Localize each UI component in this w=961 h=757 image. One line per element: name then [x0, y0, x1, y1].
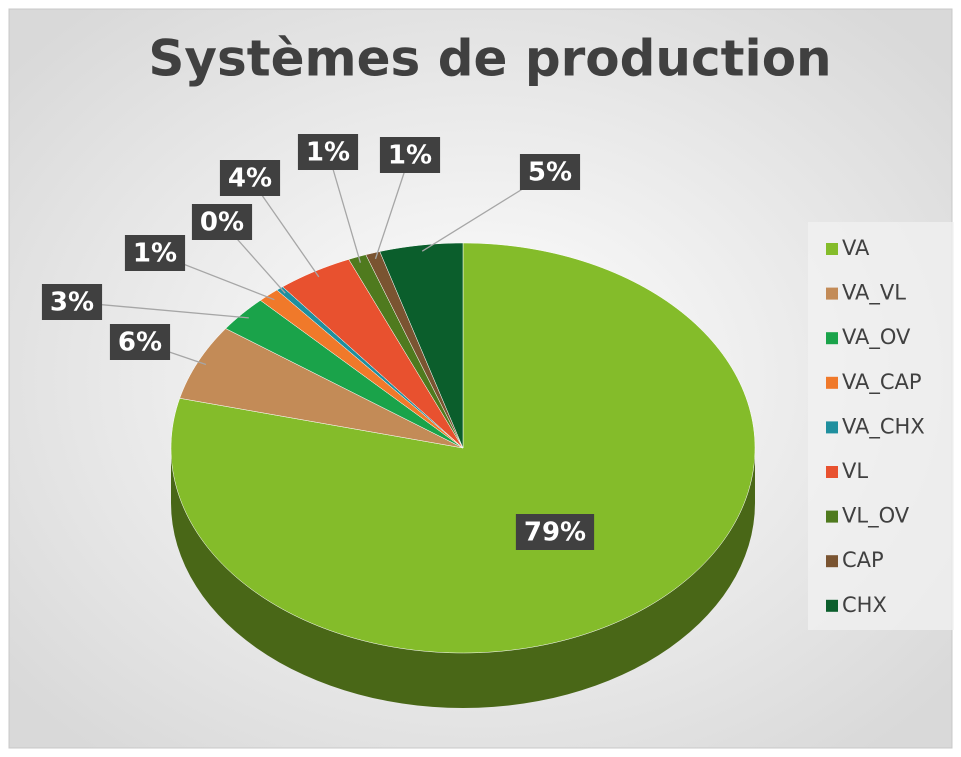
legend-swatch [826, 510, 838, 523]
legend-swatch [826, 599, 838, 612]
data-label-box [219, 160, 281, 196]
legend-label: VA_CAP [842, 370, 922, 395]
pie-slice [379, 242, 464, 449]
legend-label: VL_OV [842, 504, 910, 529]
legend-swatch [826, 466, 838, 478]
pie-slice-side [171, 448, 755, 708]
data-label: 1% [306, 138, 350, 168]
data-label: 4% [228, 164, 272, 194]
data-label-box [191, 204, 253, 240]
data-label-box [515, 514, 595, 550]
legend-label: VL [842, 459, 868, 483]
data-label: 1% [133, 239, 177, 269]
data-label: 0% [200, 208, 244, 238]
data-label-box [297, 134, 359, 170]
chart-title: Systèmes de production [148, 30, 831, 88]
pie-slice [225, 300, 464, 449]
legend-label: VA_OV [842, 325, 911, 350]
legend-swatch [826, 332, 838, 345]
legend-label: VA_CHX [842, 414, 925, 439]
legend-swatch [826, 421, 838, 434]
data-label: 3% [50, 288, 94, 318]
data-label-box [379, 137, 441, 173]
legend-label: CHX [842, 593, 887, 617]
data-label-box [519, 154, 581, 190]
data-label-box [41, 284, 103, 320]
legend-label: VA_VL [842, 281, 906, 306]
legend-swatch [826, 555, 838, 568]
data-label: 79% [524, 518, 586, 548]
legend-swatch [826, 243, 838, 255]
legend-swatch [826, 376, 838, 389]
leader-line [327, 151, 362, 263]
data-label: 6% [118, 328, 162, 358]
data-label: 5% [528, 158, 572, 188]
legend-label: CAP [842, 548, 884, 572]
legend-label: VA [842, 236, 870, 260]
legend-swatch [826, 287, 838, 300]
data-label: 1% [388, 141, 432, 171]
data-label-box [124, 235, 186, 271]
data-label-box [109, 324, 171, 360]
